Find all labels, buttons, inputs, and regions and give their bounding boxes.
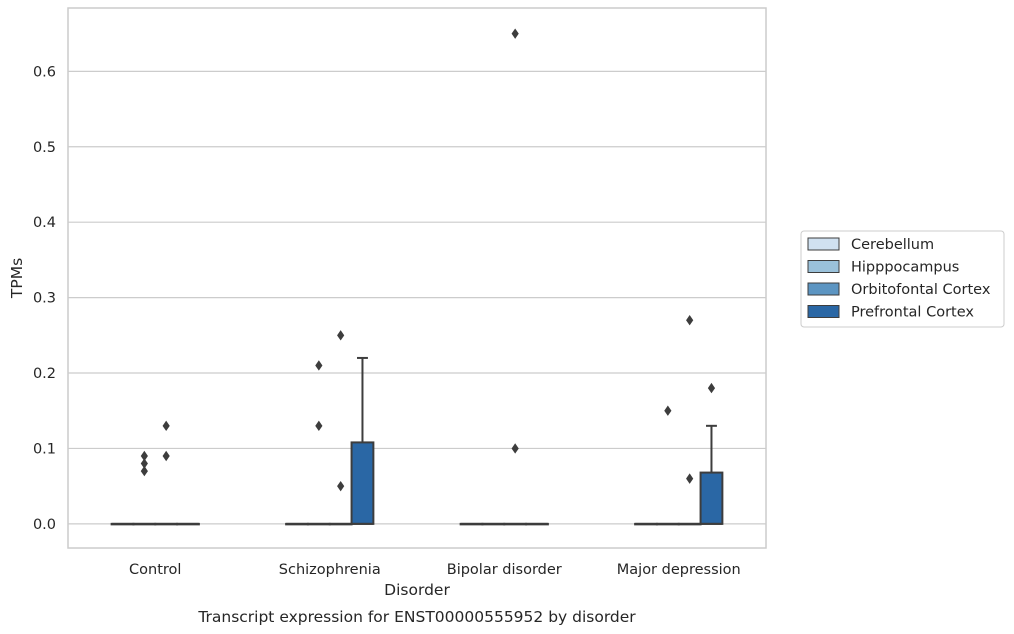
x-tick-label: Control bbox=[129, 562, 181, 578]
y-tick-label: 0.5 bbox=[33, 140, 56, 156]
outlier-point bbox=[162, 420, 170, 432]
outlier-point bbox=[686, 473, 694, 484]
legend-label: Prefrontal Cortex bbox=[851, 305, 974, 321]
outlier-point bbox=[140, 450, 148, 462]
outlier-point bbox=[511, 28, 519, 39]
box-rect bbox=[350, 441, 375, 525]
box-cerebellum bbox=[634, 522, 658, 526]
y-tick-label: 0.3 bbox=[33, 291, 56, 307]
legend-swatch bbox=[807, 260, 840, 273]
legend-swatch bbox=[807, 282, 840, 296]
outlier-point bbox=[337, 480, 345, 492]
box-prefrontal-cortex bbox=[176, 522, 200, 526]
box-cerebellum bbox=[459, 522, 484, 526]
outlier-point bbox=[664, 405, 672, 416]
box-orbitofontal-cortex bbox=[503, 522, 528, 526]
y-axis-label: TPMs bbox=[8, 258, 26, 299]
outlier-point bbox=[707, 382, 716, 394]
box-prefrontal-cortex bbox=[350, 356, 375, 525]
box-hipppocampus bbox=[132, 522, 157, 526]
y-tick-label: 0.4 bbox=[33, 215, 56, 231]
box-hipppocampus bbox=[481, 522, 506, 526]
plot-frame bbox=[67, 7, 767, 549]
box-rect bbox=[699, 471, 724, 525]
outlier-layer bbox=[140, 28, 716, 492]
box-prefrontal-cortex bbox=[525, 522, 549, 526]
outlier-point bbox=[511, 443, 519, 454]
outlier-point bbox=[337, 330, 345, 341]
grid-lines bbox=[68, 70, 766, 525]
legend-swatch bbox=[807, 305, 840, 318]
x-tick-labels: Control Schizophrenia Bipolar disorder Majo… bbox=[129, 562, 741, 578]
chart-caption: Transcript expression for ENST0000055595… bbox=[197, 608, 636, 626]
box-prefrontal-cortex bbox=[699, 424, 724, 525]
legend-label: Orbitofontal Cortex bbox=[851, 282, 991, 298]
outlier-point bbox=[315, 360, 323, 371]
y-tick-label: 0.2 bbox=[33, 366, 56, 382]
box-orbitofontal-cortex bbox=[154, 522, 179, 526]
legend-label: Cerebellum bbox=[851, 237, 934, 253]
box-orbitofontal-cortex bbox=[677, 522, 702, 526]
outlier-point bbox=[140, 458, 148, 469]
y-tick-label: 0.6 bbox=[33, 64, 56, 80]
box-layer bbox=[110, 356, 724, 526]
legend-label: Hipppocampus bbox=[851, 260, 959, 276]
y-tick-label: 0.1 bbox=[33, 441, 56, 457]
legend: Cerebellum Hipppocampus Orbitofontal Corte… bbox=[800, 230, 1005, 328]
y-tick-label: 0.0 bbox=[33, 517, 56, 533]
x-tick-label: Schizophrenia bbox=[279, 562, 381, 578]
box-cerebellum bbox=[110, 522, 135, 526]
outlier-point bbox=[140, 465, 148, 477]
x-tick-label: Major depression bbox=[617, 562, 741, 578]
outlier-point bbox=[315, 420, 323, 432]
box-hipppocampus bbox=[655, 522, 680, 526]
box-cerebellum bbox=[285, 522, 309, 526]
outlier-point bbox=[162, 450, 170, 462]
x-axis-label: Disorder bbox=[384, 581, 450, 599]
box-orbitofontal-cortex bbox=[328, 522, 353, 526]
legend-swatch bbox=[807, 237, 840, 251]
outlier-point bbox=[686, 315, 694, 326]
box-hipppocampus bbox=[306, 522, 331, 526]
legend-frame bbox=[800, 230, 1005, 328]
y-tick-labels: 0.0 0.1 0.2 0.3 0.4 0.5 0.6 bbox=[33, 64, 56, 533]
x-tick-label: Bipolar disorder bbox=[447, 562, 562, 578]
